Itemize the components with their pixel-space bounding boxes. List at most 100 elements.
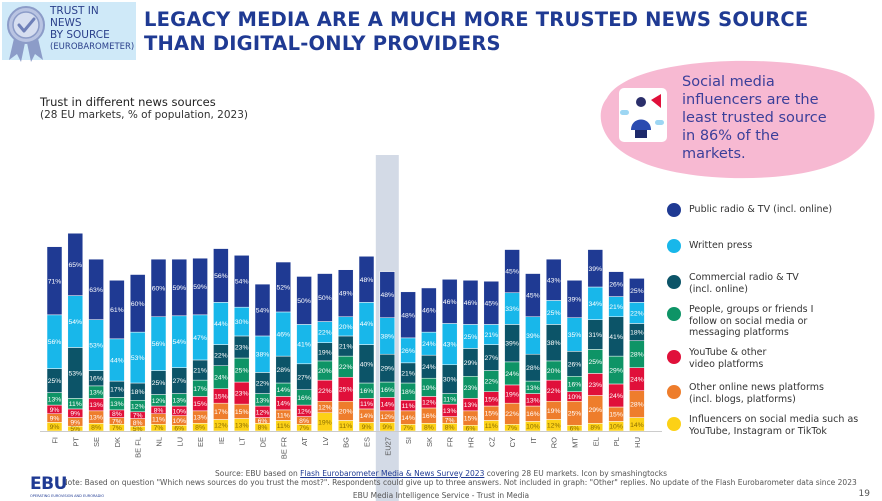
- data-label: 24%: [422, 364, 436, 371]
- bar-segment: [400, 424, 416, 432]
- data-label: 16%: [297, 395, 311, 402]
- bar-segment: [421, 396, 437, 409]
- bar-segment: [46, 246, 63, 316]
- bar-segment: [213, 344, 229, 366]
- data-label: 46%: [276, 332, 290, 339]
- data-label: 12%: [297, 408, 311, 415]
- data-label: 13%: [235, 422, 249, 429]
- data-label: 8%: [258, 425, 268, 432]
- bar-stack-dk: 7%7%8%13%17%44%61%: [109, 280, 125, 432]
- bar-segment: [421, 423, 437, 432]
- data-label: 21%: [193, 368, 207, 375]
- bar-segment: [275, 311, 292, 357]
- bar-segment: [545, 324, 562, 362]
- data-label: 56%: [48, 339, 62, 346]
- x-tick-label: BE FR: [279, 436, 288, 459]
- bar-segment: [504, 384, 520, 404]
- data-label: 18%: [630, 330, 644, 337]
- callout-text: Social media influencers are the least t…: [682, 73, 827, 163]
- bar-segment: [504, 292, 520, 325]
- bar-segment: [129, 400, 146, 413]
- data-label: 6%: [466, 426, 476, 433]
- data-label: 45%: [526, 293, 540, 300]
- data-label: 12%: [214, 423, 228, 430]
- data-label: 15%: [214, 393, 228, 400]
- x-tick-label: RO: [550, 437, 559, 448]
- highlight-band-eu27: [375, 155, 399, 501]
- data-label: 24%: [422, 341, 436, 348]
- data-label: 17%: [110, 387, 124, 394]
- data-label: 16%: [89, 376, 103, 383]
- bar-segment: [587, 249, 604, 288]
- data-label: 12%: [152, 398, 166, 405]
- data-label: 46%: [422, 308, 436, 315]
- bar-stack-es: 9% 14% 11% 16% 40% 44% 48%: [358, 256, 375, 432]
- bar-segment: [525, 273, 541, 318]
- bar-segment: [296, 276, 312, 325]
- data-label: 43%: [547, 277, 561, 284]
- bar-segment: [608, 406, 624, 422]
- data-label: 14%: [401, 415, 415, 422]
- legend-swatch: [667, 385, 681, 399]
- bar-stack-sk: 8% 16% 12% 19% 24% 24% 46%: [421, 287, 437, 432]
- data-label: 14%: [276, 387, 290, 394]
- x-tick-label: FI: [51, 437, 60, 444]
- bar-segment: [545, 258, 562, 301]
- bar-segment: [192, 359, 208, 381]
- page-title-line: THAN DIGITAL-ONLY PROVIDERS: [144, 32, 501, 55]
- bar-segment: [441, 416, 458, 424]
- bar-segment: [441, 393, 458, 405]
- badge-line: BY SOURCE: [50, 29, 110, 41]
- bar-segment: [67, 408, 84, 418]
- data-label: 12%: [318, 405, 332, 412]
- bar-segment: [192, 314, 208, 361]
- bar-segment: [587, 423, 604, 432]
- bar-segment: [46, 404, 63, 414]
- callout-line: markets.: [682, 146, 746, 162]
- data-label: 38%: [256, 352, 270, 359]
- source-link[interactable]: Flash Eurobarometer Media & News Survey …: [300, 469, 485, 478]
- bar-segment: [171, 258, 188, 317]
- data-label: 12%: [131, 404, 145, 411]
- x-tick-label: EE: [196, 437, 205, 447]
- bar-segment: [566, 351, 583, 377]
- bar-segment: [545, 419, 562, 432]
- note-line: Note: Based on question "Which news sour…: [62, 478, 857, 487]
- bar-segment: [441, 279, 458, 324]
- bar-segment: [88, 258, 104, 320]
- legend-swatch: [667, 307, 681, 321]
- data-label: 20%: [318, 368, 332, 375]
- data-label: 16%: [360, 388, 374, 395]
- badge-label: TRUST IN NEWS BY SOURCE (EUROBAROMETER): [50, 5, 134, 53]
- data-label: 44%: [110, 357, 124, 364]
- data-label: 31%: [588, 332, 602, 339]
- bar-segment: [88, 423, 104, 432]
- bar-segment: [254, 372, 271, 394]
- data-label: 22%: [318, 388, 332, 395]
- bar-segment: [296, 363, 312, 390]
- bar-segment: [88, 410, 104, 424]
- x-tick-label: SI: [404, 437, 413, 444]
- bar-segment: [421, 377, 437, 397]
- bar-segment: [129, 274, 146, 333]
- bar-segment: [317, 379, 333, 402]
- bar-segment: [504, 361, 520, 386]
- data-label: 14%: [380, 402, 394, 409]
- bar-segment: [150, 394, 167, 407]
- bar-segment: [525, 421, 541, 432]
- bar-segment: [67, 232, 84, 296]
- bar-segment: [317, 412, 333, 432]
- data-label: 18%: [401, 389, 415, 396]
- bar-segment: [462, 424, 479, 432]
- bar-segment: [317, 273, 333, 322]
- bar-segment: [275, 355, 292, 384]
- bar-stack-ee: 8% 13% 15% 17% 21% 47% 59%: [192, 257, 208, 432]
- data-label: 13%: [89, 390, 103, 397]
- data-label: 27%: [484, 355, 498, 362]
- x-tick-label: AT: [300, 437, 309, 446]
- bar-segment: [88, 319, 104, 371]
- bar-segment: [504, 402, 520, 425]
- bar-segment: [109, 338, 125, 382]
- bar-stack-de: 8%6% 12% 13% 22% 38% 54%: [254, 283, 271, 432]
- bar-segment: [296, 389, 312, 406]
